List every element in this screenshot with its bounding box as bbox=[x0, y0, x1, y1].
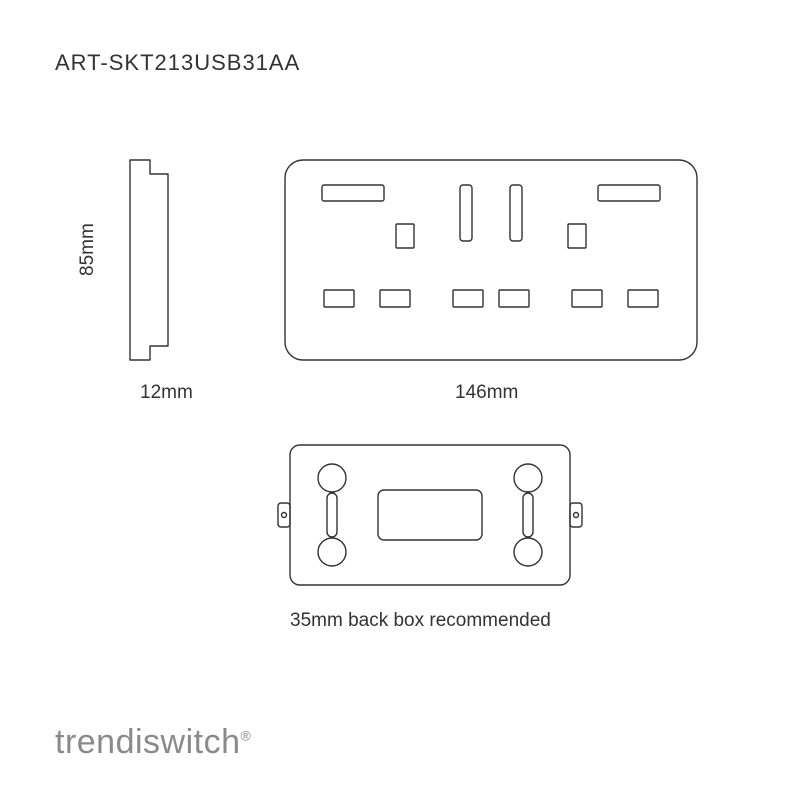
brand-name: trendiswitch bbox=[55, 723, 241, 761]
brand-registered-mark: ® bbox=[241, 728, 252, 744]
brand-logo: trendiswitch® bbox=[55, 723, 251, 762]
technical-diagram bbox=[0, 0, 800, 800]
